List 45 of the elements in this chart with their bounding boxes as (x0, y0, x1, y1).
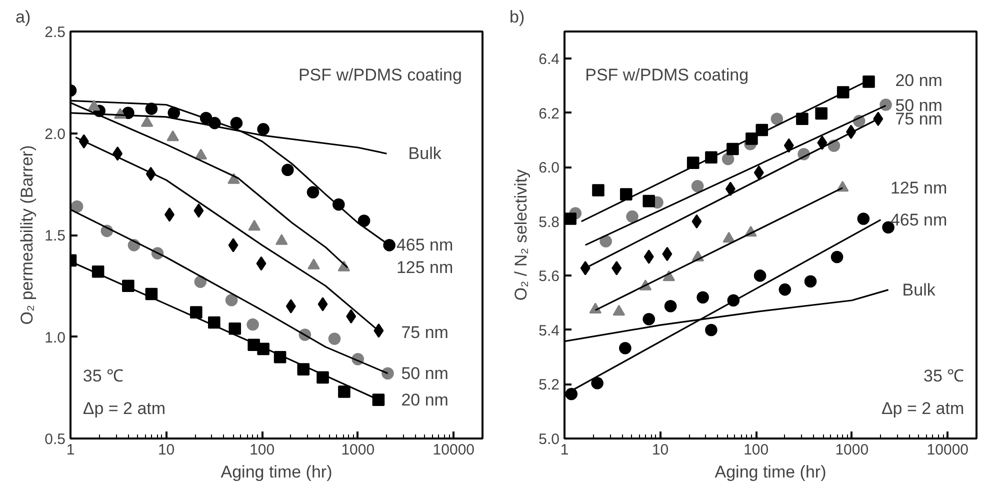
annotation: Δp = 2 atm (82, 399, 166, 418)
x-axis-title: Aging time (hr) (220, 462, 332, 482)
y-axis-title: O₂ / N₂ selectivity (512, 168, 531, 301)
series-label: 465 nm (396, 236, 454, 255)
x-tick-label: 1 (66, 442, 75, 458)
y-tick-label: 5.2 (538, 376, 560, 394)
x-tick-label: 1 (560, 442, 569, 458)
annotation: PSF w/PDMS coating (585, 65, 749, 84)
y-tick-label: 6.0 (538, 160, 560, 177)
annotation: Δp = 2 atm (881, 399, 964, 418)
text: 125 nm (396, 258, 454, 278)
y-tick-label: 6.4 (538, 51, 560, 68)
x-tick-label: 10000 (926, 442, 969, 458)
annotation: 35 ℃ (82, 366, 124, 386)
y-tick-label: 1.0 (44, 329, 66, 346)
series-label: 75 nm (401, 323, 448, 342)
series-label: 20 nm (401, 390, 448, 410)
x-tick-label: 1000 (835, 442, 869, 458)
text: 125 nm (890, 178, 948, 198)
series-label: 50 nm (401, 364, 448, 383)
x-axis-title: Aging time (hr) (714, 462, 826, 482)
x-tick-label: 100 (250, 442, 275, 458)
y-axis-title: O₂ permeability (Barrer) (18, 145, 37, 325)
x-tick-label: 10 (158, 442, 175, 458)
x-tick-label: 10000 (432, 442, 475, 458)
y-tick-label: 5.4 (538, 322, 560, 340)
y-tick-label: 6.2 (538, 105, 560, 122)
x-tick-label: 10 (652, 442, 669, 458)
y-tick-label: 2.0 (44, 126, 66, 143)
y-tick-label: 2.5 (44, 24, 66, 41)
series-label: Bulk (408, 144, 442, 164)
y-tick-label: 5.6 (538, 268, 560, 286)
series-label: Bulk (902, 280, 936, 300)
annotation: 35 ℃ (924, 366, 964, 386)
chart-title: b) (510, 8, 525, 26)
series-label: 20 nm (895, 70, 942, 90)
annotation: PSF w/PDMS coating (298, 65, 462, 84)
y-tick-label: 5.0 (538, 431, 560, 448)
series-label: 465 nm (890, 210, 948, 230)
y-tick-label: 5.8 (538, 214, 560, 231)
y-tick-label: 1.5 (44, 228, 66, 244)
chart-title: a) (16, 8, 31, 26)
x-tick-label: 100 (744, 442, 769, 458)
y-tick-label: 0.5 (44, 431, 66, 448)
x-tick-label: 1000 (341, 442, 375, 458)
